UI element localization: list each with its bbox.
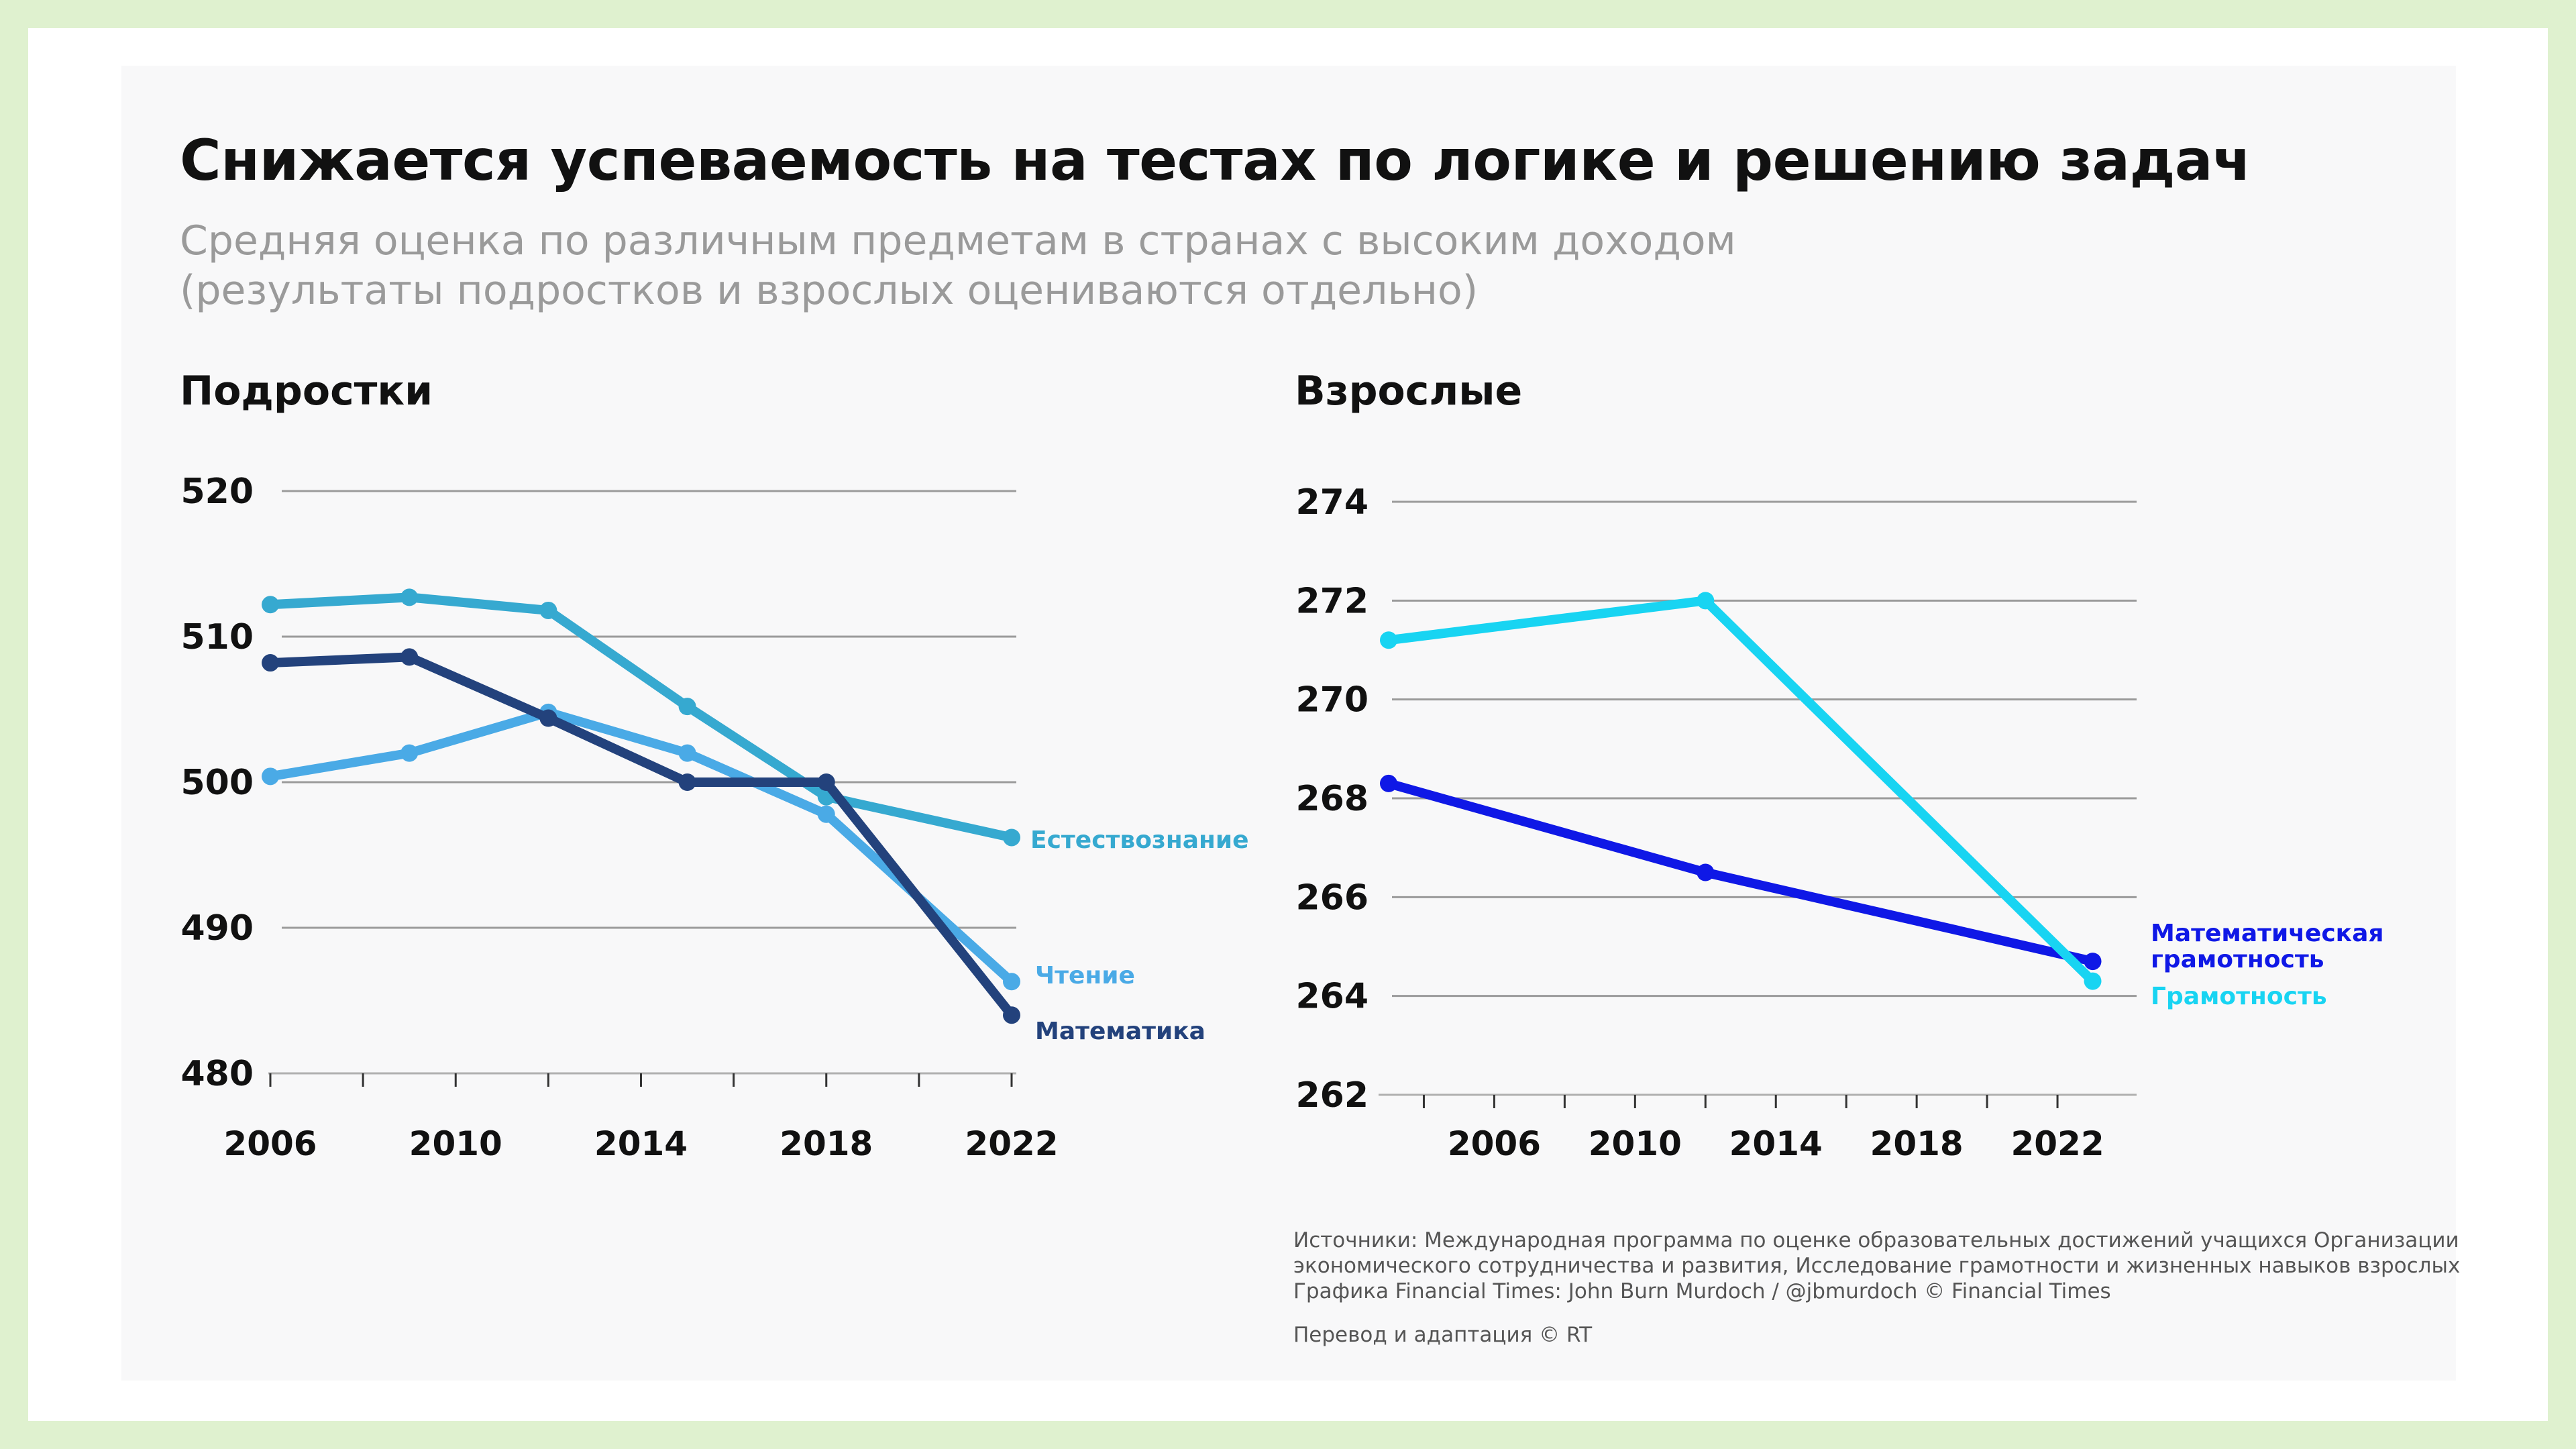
subtitle-line-1: Средняя оценка по различным предметам в … <box>180 217 1736 264</box>
teens-series-2-point-1 <box>400 648 419 666</box>
label-math: Математика <box>1035 1018 1205 1045</box>
credit-note: Перевод и адаптация © RT <box>1293 1323 1593 1347</box>
teens-y-tick-label: 500 <box>180 763 254 803</box>
adults-series-1-point-2 <box>2084 972 2102 990</box>
teens-series-0-point-0 <box>262 596 279 614</box>
teens-series-line-2 <box>266 652 1016 1020</box>
teens-y-tick-label: 480 <box>180 1054 254 1094</box>
label-numeracy-line-1: Математическая <box>2151 920 2384 947</box>
adults-y-tick-label: 272 <box>1295 581 1368 621</box>
adults-series-0-point-0 <box>1380 774 1397 792</box>
teens-series-2-point-5 <box>1003 1006 1020 1024</box>
label-literacy: Грамотность <box>2151 983 2327 1010</box>
source-note: Источники: Международная программа по оц… <box>1293 1228 2461 1304</box>
teens-x-tick-label: 2022 <box>965 1124 1058 1163</box>
adults-y-tick-label: 268 <box>1295 779 1368 819</box>
teens-series-0-point-5 <box>1003 828 1020 847</box>
label-science: Естествознание <box>1030 826 1249 854</box>
adults-x-tick-label: 2022 <box>2010 1124 2104 1163</box>
teens-x-tick-label: 2018 <box>780 1124 873 1163</box>
label-numeracy-line-2: грамотность <box>2151 946 2324 973</box>
adults-series-0-point-1 <box>1697 863 1715 881</box>
teens-x-tick-label: 2006 <box>223 1124 317 1163</box>
adults-y-tick-label: 262 <box>1295 1075 1368 1116</box>
teens-series-2-point-2 <box>539 709 557 727</box>
teens-series-0-point-1 <box>400 588 419 606</box>
panel-title-teens: Подростки <box>180 368 433 415</box>
adults-x-tick-label: 2018 <box>1870 1124 1964 1163</box>
chart-subtitle: Средняя оценка по различным предметам в … <box>180 216 1991 315</box>
label-reading: Чтение <box>1035 962 1135 989</box>
teens-y-tick-label: 510 <box>180 617 254 657</box>
teens-chart: 480 490 500 510 520 2006 2010 2014 2018 2022 <box>180 472 1058 1163</box>
teens-series-1-point-0 <box>262 767 279 786</box>
teens-series-1-point-5 <box>1003 973 1020 991</box>
adults-y-tick-label: 274 <box>1295 482 1368 523</box>
teens-x-tick-label: 2010 <box>409 1124 502 1163</box>
adults-x-tick-label: 2010 <box>1589 1124 1682 1163</box>
adults-series-line-1 <box>1384 596 2098 986</box>
adults-y-tick-label: 264 <box>1295 977 1368 1017</box>
adults-y-tick-label: 266 <box>1295 877 1368 918</box>
adults-series-1-point-1 <box>1697 592 1715 610</box>
panel-title-adults: Взрослые <box>1295 368 1523 415</box>
adults-chart: 262 264 266 268 270 272 274 2006 2010 2014 2018 202… <box>1295 482 2137 1163</box>
adults-series-0-point-2 <box>2084 953 2102 971</box>
adults-y-tick-label: 270 <box>1295 680 1368 720</box>
teens-y-tick-label: 490 <box>180 908 254 949</box>
teens-series-2-point-3 <box>678 773 696 791</box>
series-labels: Естествознание Чтение Математика Математ… <box>1030 826 2384 1045</box>
subtitle-line-2: (результаты подростков и взрослых оценив… <box>180 267 1479 314</box>
teens-series-line-0 <box>266 592 1016 843</box>
teens-x-tick-label: 2014 <box>594 1124 688 1163</box>
teens-series-2-point-4 <box>817 773 835 791</box>
adults-series-1-point-0 <box>1380 631 1397 649</box>
teens-series-1-point-1 <box>400 744 419 762</box>
teens-series-line-1 <box>266 707 1016 987</box>
teens-series-1-point-3 <box>678 744 696 762</box>
adults-x-tick-label: 2006 <box>1448 1124 1541 1163</box>
teens-series-0-point-2 <box>539 601 557 619</box>
chart-title: Снижается успеваемость на тестах по логи… <box>180 127 2251 193</box>
teens-y-tick-label: 520 <box>180 472 254 512</box>
adults-x-tick-label: 2014 <box>1729 1124 1823 1163</box>
teens-series-0-point-3 <box>678 698 696 716</box>
source-line-1: Источники: Международная программа по оц… <box>1293 1228 2459 1252</box>
source-line-2: экономического сотрудничества и развития… <box>1293 1254 2461 1278</box>
teens-series-2-point-0 <box>262 654 279 672</box>
source-line-3: Графика Financial Times: John Burn Murdo… <box>1293 1279 2111 1303</box>
teens-series-1-point-4 <box>817 805 835 823</box>
